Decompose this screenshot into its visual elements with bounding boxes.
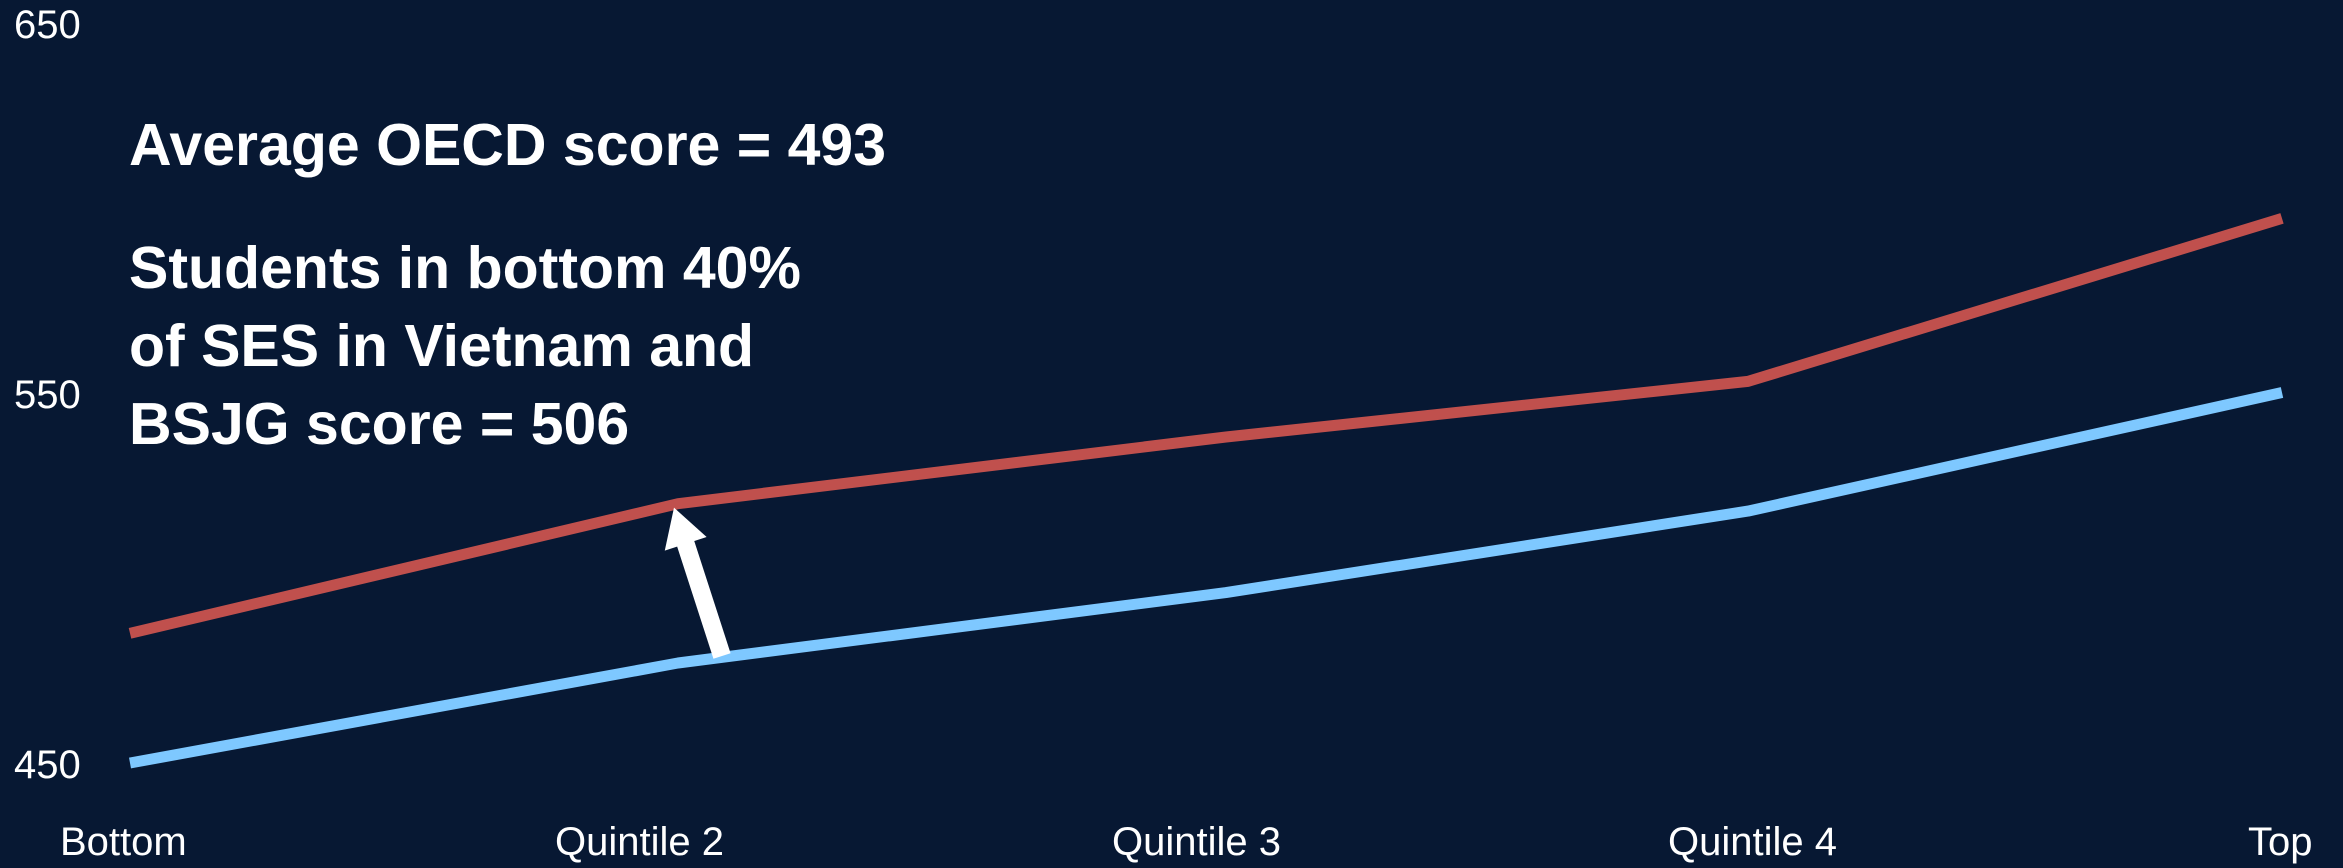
y-tick-label: 550 [14,373,81,417]
x-tick-label: Quintile 4 [1668,820,1837,864]
arrow-layer [664,507,731,659]
x-tick-label: Quintile 3 [1112,820,1281,864]
students-annotation-line: of SES in Vietnam and [129,313,754,379]
annotation-block: Average OECD score = 493 Students in bot… [129,112,886,457]
series-line-red [128,213,2284,639]
average-oecd-annotation: Average OECD score = 493 [129,112,886,178]
arrow-head [664,507,707,551]
y-tick-label: 450 [14,743,81,787]
students-annotation-line: Students in bottom 40% [129,235,801,301]
x-tick-label: Top [2248,820,2313,864]
students-annotation-line: BSJG score = 506 [129,391,629,457]
y-axis-tick-labels: 650 550 450 [14,3,81,787]
y-tick-label: 650 [14,3,81,47]
x-axis-tick-labels: Bottom Quintile 2 Quintile 3 Quintile 4 … [60,820,2313,864]
arrow-shaft [675,537,731,659]
x-tick-label: Bottom [60,820,187,864]
series-layer [128,213,2284,769]
x-tick-label: Quintile 2 [555,820,724,864]
series-line-blue [129,387,2284,769]
